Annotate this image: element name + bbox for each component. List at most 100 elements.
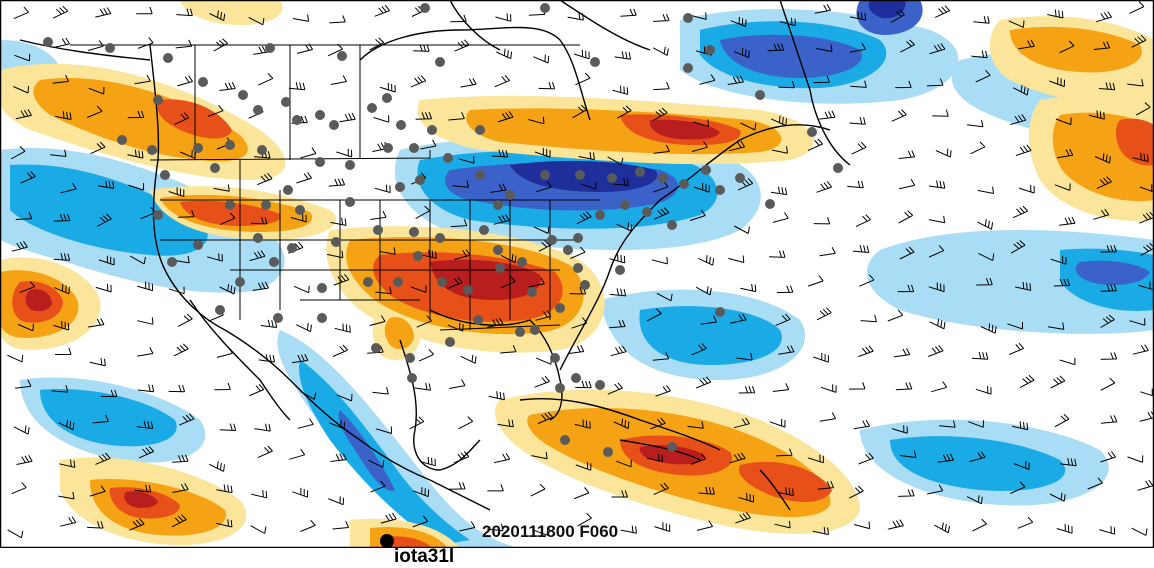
station-dot [615, 265, 625, 275]
station-dot [345, 197, 355, 207]
station-dot [215, 305, 225, 315]
station-dot [540, 170, 550, 180]
station-dot [715, 185, 725, 195]
station-dot [273, 313, 283, 323]
station-dot [658, 173, 668, 183]
station-dot [571, 373, 581, 383]
station-dot [435, 233, 445, 243]
storm-center-marker [380, 534, 394, 548]
station-dot [479, 225, 489, 235]
station-dot [373, 225, 383, 235]
station-dot [603, 447, 613, 457]
station-dot [283, 185, 293, 195]
station-dot [515, 327, 525, 337]
station-dot [382, 93, 392, 103]
station-dot [607, 173, 617, 183]
station-dot [287, 243, 297, 253]
station-dot [160, 170, 170, 180]
station-dot [555, 383, 565, 393]
valid-time-label: 2020111800 F060 [482, 522, 618, 542]
station-dot [475, 170, 485, 180]
station-dot [261, 200, 271, 210]
station-dot [409, 227, 419, 237]
station-dot [807, 127, 817, 137]
station-dot [253, 233, 263, 243]
station-dot [547, 235, 557, 245]
station-dot [117, 135, 127, 145]
station-dot [235, 277, 245, 287]
station-dot [315, 110, 325, 120]
station-dot [527, 287, 537, 297]
station-dot [715, 307, 725, 317]
station-dot [701, 165, 711, 175]
station-dot [765, 199, 775, 209]
station-dot [167, 257, 177, 267]
station-dot [317, 283, 327, 293]
station-dot [413, 251, 423, 261]
station-dot [550, 353, 560, 363]
station-dot [337, 51, 347, 61]
station-dot [329, 120, 339, 130]
station-dot [620, 200, 630, 210]
station-dot [295, 205, 305, 215]
station-dot [371, 343, 381, 353]
station-dot [679, 179, 689, 189]
station-dot [331, 237, 341, 247]
station-dot [193, 240, 203, 250]
station-dot [363, 277, 373, 287]
station-dot [427, 125, 437, 135]
station-dot [253, 105, 263, 115]
station-dot [210, 163, 220, 173]
station-dot [315, 157, 325, 167]
station-dot [493, 245, 503, 255]
station-dot [396, 120, 406, 130]
station-dot [420, 3, 430, 13]
station-dot [367, 103, 377, 113]
station-dot [265, 43, 275, 53]
station-dot [755, 90, 765, 100]
station-dot [437, 277, 447, 287]
station-dot [153, 95, 163, 105]
station-dot [560, 435, 570, 445]
station-dot [225, 200, 235, 210]
station-dot [683, 13, 693, 23]
station-dot [530, 325, 540, 335]
station-dot [317, 313, 327, 323]
station-dot [833, 163, 843, 173]
station-dot [590, 57, 600, 67]
station-dot [257, 145, 267, 155]
station-dot [735, 173, 745, 183]
station-dot [163, 53, 173, 63]
station-dot [705, 45, 715, 55]
station-dot [595, 380, 605, 390]
forecast-map [0, 0, 1154, 548]
station-dot [153, 210, 163, 220]
station-dot [540, 3, 550, 13]
station-dot [225, 140, 235, 150]
station-dot [505, 190, 515, 200]
station-dot [292, 115, 302, 125]
station-dot [575, 170, 585, 180]
station-dot [573, 233, 583, 243]
station-dot [475, 125, 485, 135]
station-dot [563, 245, 573, 255]
station-dot [193, 143, 203, 153]
station-dot [683, 63, 693, 73]
station-dot [435, 57, 445, 67]
station-dot [238, 90, 248, 100]
station-dot [407, 373, 417, 383]
station-dot [595, 210, 605, 220]
station-dot [517, 257, 527, 267]
station-dot [198, 77, 208, 87]
station-dot [443, 153, 453, 163]
station-dot [415, 175, 425, 185]
station-dot [642, 207, 652, 217]
station-dot [147, 145, 157, 155]
station-dot [555, 303, 565, 313]
storm-name-label: iota31l [394, 546, 454, 568]
station-dot [580, 280, 590, 290]
station-dot [269, 257, 279, 267]
station-dot [667, 220, 677, 230]
station-dot [409, 143, 419, 153]
station-dot [463, 285, 473, 295]
